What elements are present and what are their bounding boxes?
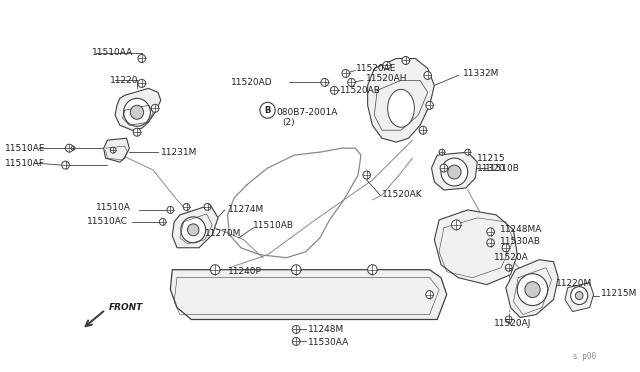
Circle shape <box>292 326 300 333</box>
Text: 11510B: 11510B <box>485 164 520 173</box>
Text: 11510AA: 11510AA <box>92 48 134 57</box>
Text: 11510AE: 11510AE <box>4 144 45 153</box>
Circle shape <box>321 78 328 86</box>
Circle shape <box>367 265 377 275</box>
Circle shape <box>151 104 159 112</box>
Circle shape <box>291 265 301 275</box>
Circle shape <box>188 224 199 236</box>
Text: 11231M: 11231M <box>161 148 197 157</box>
Text: 11332M: 11332M <box>463 69 499 78</box>
Circle shape <box>502 244 509 252</box>
Text: 11520AJ: 11520AJ <box>495 319 532 328</box>
Circle shape <box>439 149 445 155</box>
Text: 11530AB: 11530AB <box>500 237 541 246</box>
Circle shape <box>65 144 73 152</box>
Text: 11274M: 11274M <box>228 205 264 214</box>
Circle shape <box>342 70 349 77</box>
Circle shape <box>441 158 468 186</box>
Text: 11510AC: 11510AC <box>86 217 127 227</box>
Text: 11220M: 11220M <box>556 279 593 288</box>
Circle shape <box>363 171 371 179</box>
Circle shape <box>110 147 116 153</box>
Text: 080B7-2001A: 080B7-2001A <box>276 108 337 117</box>
Text: s p00: s p00 <box>573 352 596 361</box>
Text: 11320: 11320 <box>477 164 506 173</box>
Circle shape <box>71 146 75 150</box>
Polygon shape <box>367 58 435 142</box>
Circle shape <box>440 164 448 172</box>
Circle shape <box>506 316 512 323</box>
Text: 11510AB: 11510AB <box>253 221 294 230</box>
Circle shape <box>133 128 141 136</box>
Polygon shape <box>115 89 161 130</box>
Circle shape <box>138 54 145 62</box>
Circle shape <box>448 165 461 179</box>
Text: 11240P: 11240P <box>228 267 261 276</box>
Polygon shape <box>431 152 477 190</box>
Text: 11248MA: 11248MA <box>500 225 543 234</box>
Circle shape <box>183 203 190 211</box>
Circle shape <box>348 78 355 86</box>
Circle shape <box>138 79 145 87</box>
Text: 11520AH: 11520AH <box>365 74 407 83</box>
Text: 11215: 11215 <box>477 154 506 163</box>
Polygon shape <box>435 210 517 285</box>
Text: 11520AE: 11520AE <box>356 64 397 73</box>
Circle shape <box>167 206 173 214</box>
Text: 11248M: 11248M <box>308 325 344 334</box>
Text: 11510A: 11510A <box>96 203 131 212</box>
Ellipse shape <box>388 89 414 127</box>
Text: 11520AK: 11520AK <box>382 190 422 199</box>
Circle shape <box>402 57 410 64</box>
Text: 11220: 11220 <box>110 76 139 85</box>
Circle shape <box>487 228 495 236</box>
Circle shape <box>465 149 470 155</box>
Text: 11270M: 11270M <box>205 229 241 238</box>
Circle shape <box>159 218 166 225</box>
Circle shape <box>131 105 143 119</box>
Circle shape <box>419 126 427 134</box>
Circle shape <box>181 217 205 243</box>
Circle shape <box>487 239 495 247</box>
Circle shape <box>424 71 431 79</box>
Text: 11215M: 11215M <box>601 289 637 298</box>
Circle shape <box>506 264 512 271</box>
Circle shape <box>383 61 390 70</box>
Circle shape <box>61 161 69 169</box>
Circle shape <box>575 292 583 299</box>
Circle shape <box>451 220 461 230</box>
Text: 11520AD: 11520AD <box>230 78 273 87</box>
Text: B: B <box>264 106 271 115</box>
Text: FRONT: FRONT <box>108 303 143 312</box>
Circle shape <box>525 282 540 298</box>
Polygon shape <box>565 283 593 311</box>
Circle shape <box>330 86 338 94</box>
Polygon shape <box>172 205 218 248</box>
Circle shape <box>260 102 275 118</box>
Polygon shape <box>170 270 447 320</box>
Circle shape <box>426 291 433 299</box>
Circle shape <box>292 337 300 346</box>
Circle shape <box>517 274 548 305</box>
Text: 11510AF: 11510AF <box>4 158 45 167</box>
Circle shape <box>211 265 220 275</box>
Text: (2): (2) <box>282 118 294 127</box>
Text: 11520A: 11520A <box>495 253 529 262</box>
Circle shape <box>571 286 588 305</box>
Circle shape <box>426 101 433 109</box>
Circle shape <box>124 98 150 126</box>
Text: 11520AB: 11520AB <box>340 86 381 95</box>
Circle shape <box>204 203 211 211</box>
Polygon shape <box>104 138 129 162</box>
Text: 11530AA: 11530AA <box>308 338 349 347</box>
Polygon shape <box>506 260 558 318</box>
